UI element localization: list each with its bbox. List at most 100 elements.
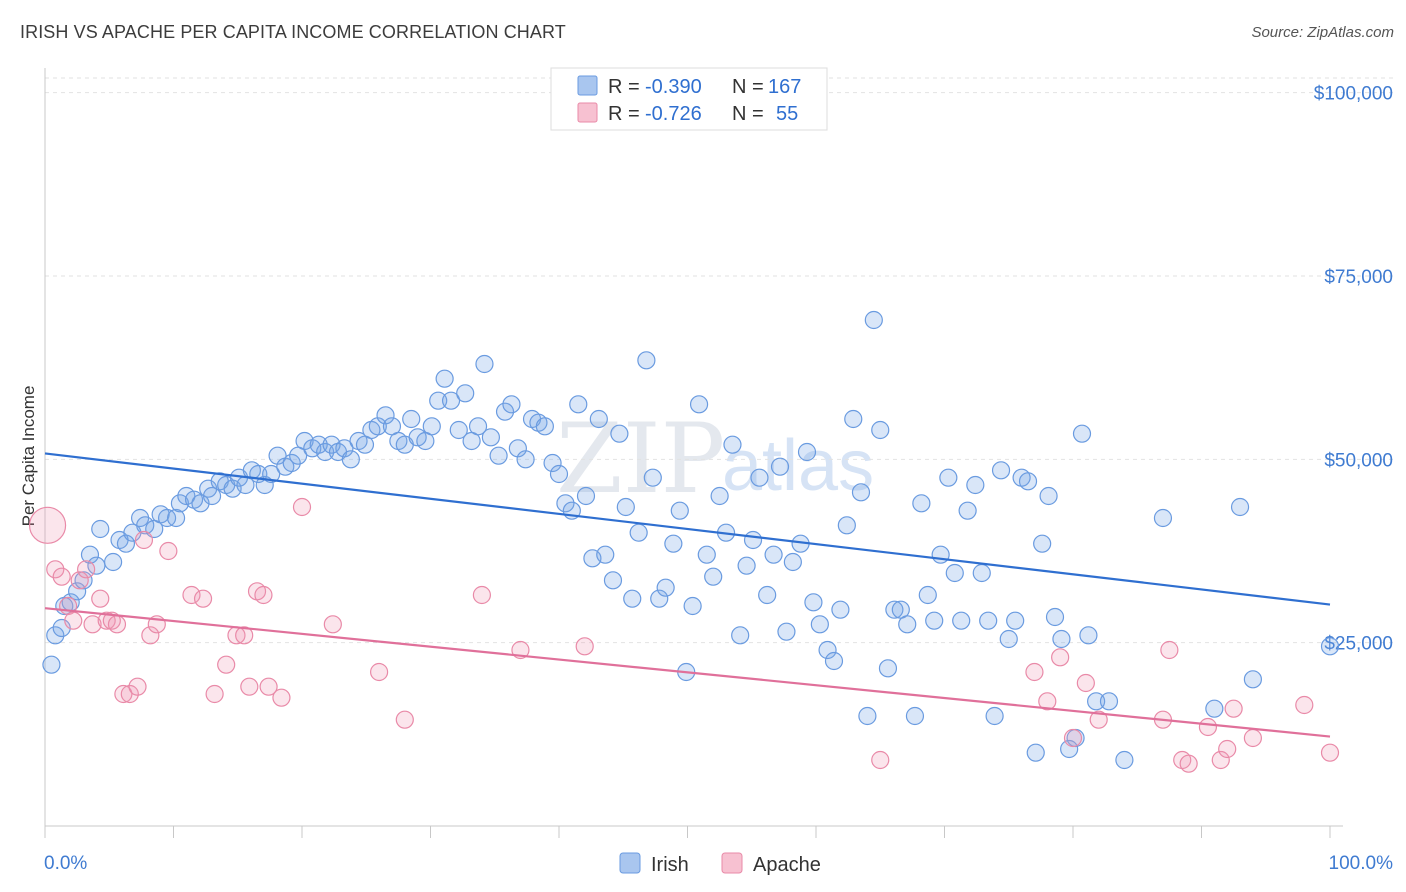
- irish-point: [166, 508, 186, 528]
- irish-point: [295, 431, 314, 451]
- apache-point: [141, 626, 160, 645]
- gridlines: [45, 77, 1393, 644]
- apache-series: [28, 497, 1340, 773]
- irish-point: [341, 450, 360, 469]
- irish-series: [42, 310, 1340, 770]
- irish-point: [576, 486, 596, 506]
- irish-point: [596, 545, 615, 564]
- irish-point: [316, 442, 335, 462]
- y-tick-label: $25,000: [1324, 634, 1393, 655]
- apache-point: [97, 611, 116, 630]
- irish-point: [643, 468, 662, 487]
- irish-point: [449, 420, 468, 440]
- irish-point: [1060, 739, 1079, 759]
- apache-point: [1051, 648, 1070, 667]
- apache-point: [77, 560, 96, 579]
- irish-point: [871, 420, 890, 440]
- irish-point: [1079, 626, 1098, 645]
- irish-n-label: N =: [732, 76, 764, 98]
- irish-point: [750, 468, 769, 487]
- irish-point: [912, 494, 931, 513]
- irish-bottom-swatch: [619, 852, 641, 874]
- irish-point: [637, 351, 656, 370]
- apache-point: [134, 530, 154, 550]
- apache-point: [1025, 662, 1044, 682]
- irish-point: [475, 354, 494, 374]
- apache-point: [1224, 699, 1243, 718]
- irish-point: [435, 369, 454, 388]
- apache-n-label: N =: [732, 103, 764, 125]
- irish-point: [697, 545, 716, 564]
- irish-point: [116, 534, 136, 553]
- irish-point: [136, 516, 155, 535]
- irish-point: [262, 464, 281, 484]
- apache-point: [193, 589, 213, 608]
- apache-point: [395, 710, 414, 729]
- apache-point: [1160, 640, 1179, 660]
- irish-point: [925, 611, 944, 630]
- irish-point: [42, 655, 61, 674]
- apache-point: [120, 684, 139, 704]
- irish-point: [985, 706, 1004, 726]
- irish-point: [931, 545, 950, 564]
- irish-point: [556, 494, 575, 513]
- x-tick-marks: [44, 826, 1331, 838]
- irish-point: [743, 530, 763, 550]
- irish-point: [402, 409, 421, 429]
- irish-point: [1115, 750, 1134, 770]
- chart-title: IRISH VS APACHE PER CAPITA INCOME CORREL…: [20, 22, 566, 42]
- y-tick-label: $75,000: [1324, 267, 1393, 288]
- apache-point: [1179, 754, 1198, 773]
- irish-point: [481, 428, 500, 447]
- source-credit: Source: ZipAtlas.com: [1251, 24, 1394, 41]
- irish-point: [810, 615, 829, 634]
- irish-point: [664, 534, 683, 553]
- irish-point: [202, 486, 222, 506]
- y-tick-label: $50,000: [1324, 450, 1393, 471]
- irish-point: [456, 384, 475, 403]
- irish-point: [1230, 497, 1250, 517]
- irish-point: [878, 659, 898, 678]
- irish-point: [952, 611, 971, 630]
- irish-point: [1320, 637, 1340, 656]
- irish-point: [46, 626, 65, 645]
- apache-point: [52, 567, 71, 586]
- irish-point: [1033, 534, 1052, 553]
- irish-point: [783, 552, 802, 572]
- irish-point: [535, 417, 554, 436]
- irish-point: [898, 615, 917, 634]
- irish-point: [1205, 699, 1224, 718]
- irish-point: [376, 406, 395, 425]
- irish-point: [958, 501, 977, 520]
- irish-point: [764, 545, 783, 564]
- y-tick-labels: $25,000 $50,000 $75,000 $100,000: [1314, 84, 1393, 655]
- irish-point: [1052, 629, 1071, 649]
- apache-point: [1295, 695, 1314, 715]
- apache-point: [217, 655, 236, 674]
- apache-point: [272, 688, 291, 707]
- irish-point: [335, 439, 354, 458]
- irish-point: [844, 409, 863, 429]
- irish-n-value: 167: [768, 76, 801, 98]
- apache-point: [323, 615, 342, 634]
- irish-point: [1045, 607, 1065, 627]
- irish-point: [429, 391, 448, 410]
- apache-point: [259, 677, 278, 696]
- irish-point: [991, 461, 1011, 480]
- irish-point: [516, 450, 535, 469]
- apache-point: [107, 615, 127, 634]
- irish-point: [589, 409, 608, 429]
- irish-point: [80, 545, 100, 564]
- irish-point: [549, 464, 569, 484]
- apache-point: [64, 611, 83, 630]
- irish-point: [670, 501, 689, 520]
- irish-point: [74, 571, 93, 590]
- irish-point: [737, 556, 756, 575]
- irish-point: [945, 563, 964, 583]
- apache-point: [1038, 692, 1057, 711]
- apache-point: [472, 585, 491, 605]
- apache-point: [1076, 673, 1095, 693]
- irish-point: [999, 629, 1018, 649]
- apache-point: [1218, 739, 1237, 759]
